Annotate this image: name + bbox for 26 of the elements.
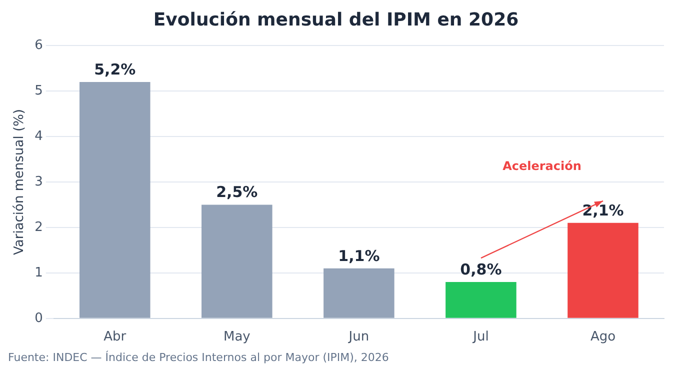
source-note: Fuente: INDEC — Índice de Precios Internos al por Mayor (IPIM), 2026 <box>8 350 390 366</box>
bar <box>324 268 394 318</box>
y-tick-label: 6 <box>34 38 43 53</box>
data-label: 2,5% <box>216 183 258 202</box>
bar <box>568 222 638 318</box>
x-tick-label: Jul <box>472 330 489 345</box>
data-label: 0,8% <box>460 260 502 278</box>
annotation: Aceleración <box>502 159 582 174</box>
bar <box>202 204 272 318</box>
y-axis-title: Variación mensual (%) <box>12 109 28 255</box>
x-tick-label: Abr <box>104 330 127 345</box>
bar <box>79 82 150 318</box>
data-label: 1,1% <box>338 246 380 265</box>
chart-title: Evolución mensual del IPIM en 2026 <box>153 9 519 30</box>
bar <box>446 282 516 318</box>
y-tick-label: 1 <box>34 265 43 280</box>
x-tick-label: May <box>223 330 251 345</box>
y-tick-label: 0 <box>34 310 43 326</box>
x-tick-label: Ago <box>590 330 616 345</box>
data-label: 2,1% <box>582 201 624 220</box>
y-tick-label: 5 <box>34 83 43 98</box>
data-label: 5,2% <box>94 60 136 78</box>
x-tick-label: Jun <box>348 330 370 345</box>
y-tick-label: 2 <box>34 220 43 235</box>
y-tick-label: 4 <box>34 128 43 144</box>
y-tick-label: 3 <box>34 174 43 190</box>
